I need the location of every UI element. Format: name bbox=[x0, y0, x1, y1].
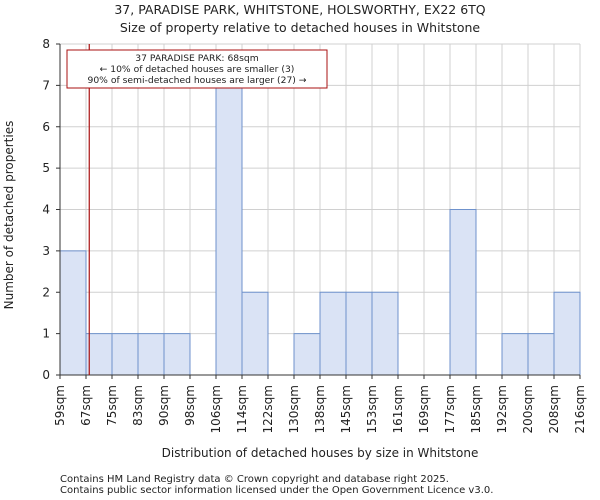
x-tick-label: 153sqm bbox=[365, 385, 379, 433]
x-tick-label: 106sqm bbox=[209, 385, 223, 433]
bar-192sqm bbox=[501, 333, 529, 376]
annotation-line: 37 PARADISE PARK: 68sqm bbox=[135, 53, 258, 64]
x-tick-label: 161sqm bbox=[391, 385, 405, 433]
x-tick-label: 138sqm bbox=[313, 385, 327, 433]
annotation-box bbox=[66, 49, 328, 89]
bars bbox=[59, 84, 581, 376]
bar-90sqm bbox=[163, 333, 191, 376]
bar-153sqm bbox=[371, 291, 399, 376]
bar-59sqm bbox=[59, 250, 87, 376]
y-tick-label: 7 bbox=[42, 78, 50, 92]
bar-130sqm bbox=[293, 333, 321, 376]
y-tick-label: 5 bbox=[42, 161, 50, 175]
x-tick-label: 114sqm bbox=[235, 385, 249, 433]
bar-75sqm bbox=[111, 333, 139, 376]
x-tick-label: 75sqm bbox=[105, 385, 119, 426]
x-axis-label: Distribution of detached houses by size … bbox=[162, 446, 479, 460]
x-tick-label: 90sqm bbox=[157, 385, 171, 426]
chart-title: 37, PARADISE PARK, WHITSTONE, HOLSWORTHY… bbox=[114, 2, 486, 17]
y-tick-label: 8 bbox=[42, 37, 50, 51]
bar-114sqm bbox=[241, 291, 269, 376]
x-tick-label: 145sqm bbox=[339, 385, 353, 433]
x-tick-label: 130sqm bbox=[287, 385, 301, 433]
x-tick-label: 59sqm bbox=[53, 385, 67, 426]
x-tick-label: 192sqm bbox=[495, 385, 509, 433]
annotation-line: 90% of semi-detached houses are larger (… bbox=[87, 75, 306, 86]
x-tick-label: 200sqm bbox=[521, 385, 535, 433]
x-tick-label: 169sqm bbox=[417, 385, 431, 433]
footer-licence: Contains public sector information licen… bbox=[60, 485, 494, 496]
y-tick-label: 3 bbox=[42, 244, 50, 258]
bar-67sqm bbox=[85, 333, 113, 376]
bar-200sqm bbox=[527, 333, 555, 376]
bar-208sqm bbox=[553, 291, 581, 376]
bar-138sqm bbox=[319, 291, 347, 376]
y-tick-label: 2 bbox=[42, 285, 50, 299]
x-tick-label: 122sqm bbox=[261, 385, 275, 433]
footer-copyright: Contains HM Land Registry data © Crown c… bbox=[60, 474, 449, 485]
x-tick-label: 83sqm bbox=[131, 385, 145, 426]
x-tick-label: 216sqm bbox=[573, 385, 587, 433]
x-tick-label: 177sqm bbox=[443, 385, 457, 433]
annotation-line: ← 10% of detached houses are smaller (3) bbox=[100, 64, 295, 75]
bar-106sqm bbox=[215, 84, 243, 376]
y-tick-label: 0 bbox=[42, 368, 50, 382]
chart-subtitle: Size of property relative to detached ho… bbox=[119, 20, 481, 35]
y-tick-label: 6 bbox=[42, 120, 50, 134]
y-tick-label: 4 bbox=[42, 203, 50, 217]
x-tick-label: 208sqm bbox=[547, 385, 561, 433]
y-tick-label: 1 bbox=[42, 327, 50, 341]
x-tick-label: 98sqm bbox=[183, 385, 197, 426]
x-tick-label: 67sqm bbox=[79, 385, 93, 426]
ticks: 0 1 2 3 4 5 6 7 8 59sqm 67sqm 75sqm 83sqm 90sqm 98sqm 1… bbox=[42, 37, 587, 433]
bar-177sqm bbox=[449, 209, 477, 376]
y-axis-label: Number of detached properties bbox=[2, 121, 16, 310]
annotation: 37 PARADISE PARK: 68sqm← 10% of detached… bbox=[66, 49, 328, 89]
x-tick-label: 185sqm bbox=[469, 385, 483, 433]
bar-83sqm bbox=[137, 333, 165, 376]
bar-145sqm bbox=[345, 291, 373, 376]
